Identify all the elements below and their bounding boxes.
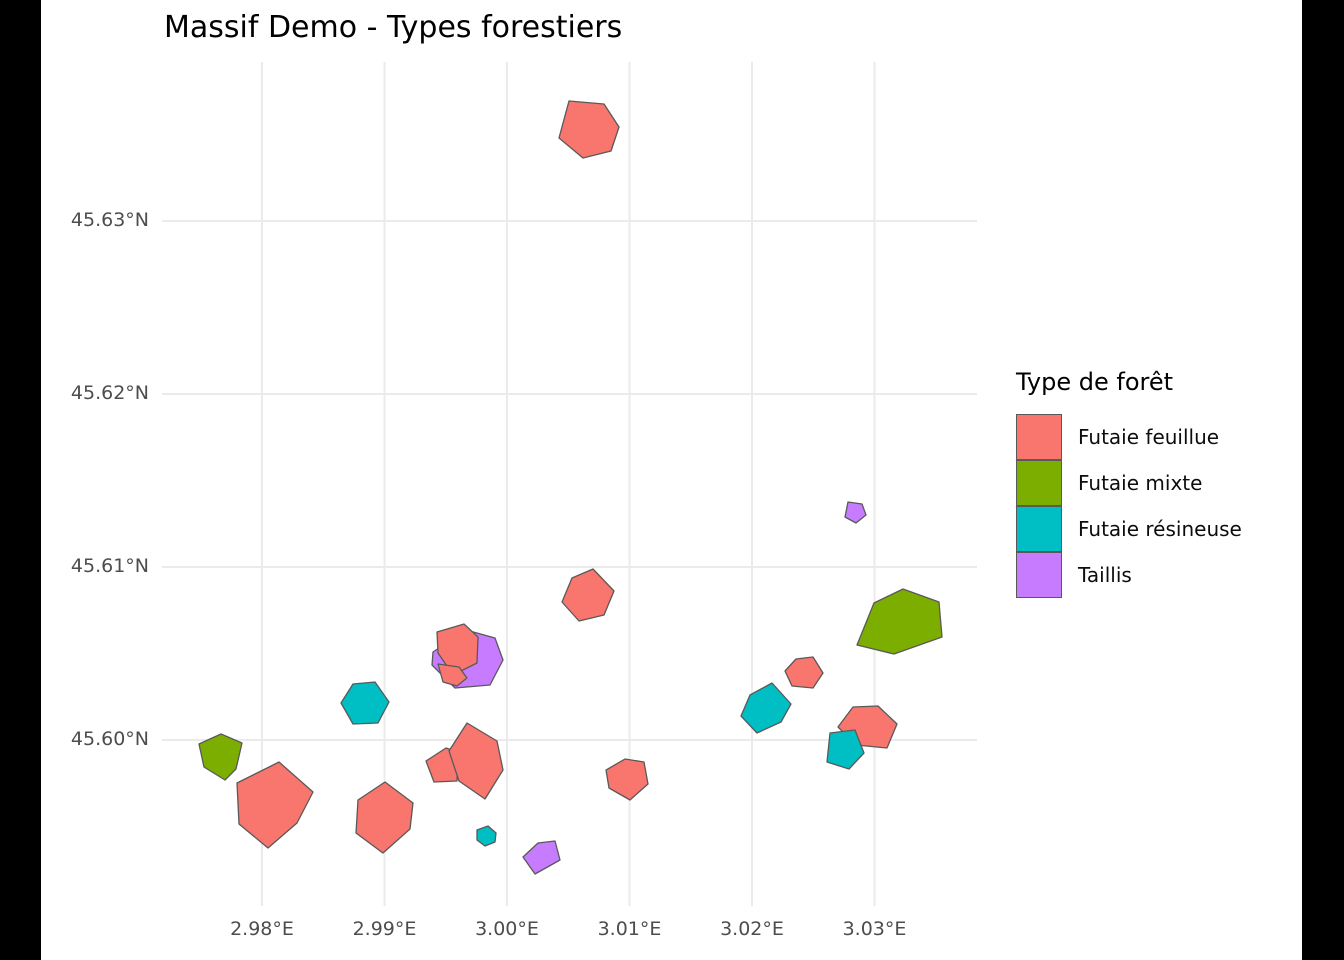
x-tick-label: 2.99°E — [352, 918, 417, 940]
forest-polygon — [436, 623, 479, 676]
legend-swatch — [1016, 551, 1062, 598]
legend-swatch — [1016, 505, 1062, 552]
x-tick-label: 3.02°E — [720, 918, 784, 940]
forest-polygon — [856, 588, 943, 655]
forest-polygon — [448, 722, 504, 800]
legend-entry: Futaie résineuse — [1016, 505, 1296, 552]
forest-polygon — [198, 733, 243, 781]
forest-polygon — [558, 100, 620, 159]
legend: Type de forêt Futaie feuillue Futaie mixt… — [1016, 368, 1296, 598]
legend-swatch — [1016, 413, 1062, 460]
forest-polygon — [605, 758, 649, 801]
plot-canvas: Massif Demo - Types forestiers 45.63°N 45… — [41, 0, 1302, 960]
y-tick-label: 45.63°N — [70, 209, 149, 231]
legend-label: Futaie feuillue — [1078, 425, 1220, 449]
forest-polygon — [355, 781, 414, 854]
legend-entries: Futaie feuillue Futaie mixte Futaie résine… — [1016, 413, 1296, 598]
forest-polygon — [236, 761, 314, 849]
legend-label: Futaie résineuse — [1078, 517, 1242, 541]
y-tick-label: 45.61°N — [70, 555, 149, 577]
y-tick-label: 45.62°N — [70, 382, 149, 404]
legend-entry: Futaie mixte — [1016, 459, 1296, 506]
legend-swatch — [1016, 459, 1062, 506]
legend-label: Taillis — [1078, 563, 1132, 587]
legend-entry: Futaie feuillue — [1016, 413, 1296, 460]
forest-polygon — [740, 682, 792, 734]
forest-polygon — [340, 681, 390, 725]
x-tick-label: 3.00°E — [475, 918, 539, 940]
map-panel — [162, 62, 977, 906]
forest-polygon — [476, 825, 497, 847]
legend-entry: Taillis — [1016, 551, 1296, 598]
x-tick-label: 2.98°E — [230, 918, 294, 940]
x-tick-label: 3.01°E — [597, 918, 662, 940]
x-tick-label: 3.03°E — [842, 918, 907, 940]
chart-title: Massif Demo - Types forestiers — [164, 10, 623, 45]
forest-polygon — [561, 568, 615, 622]
forest-polygon — [844, 501, 867, 524]
legend-title: Type de forêt — [1016, 368, 1174, 396]
y-tick-label: 45.60°N — [70, 728, 149, 750]
forest-polygon — [826, 729, 865, 770]
forest-polygon — [437, 663, 468, 687]
legend-label: Futaie mixte — [1078, 471, 1203, 495]
forest-polygon — [784, 656, 824, 689]
forest-polygon — [522, 840, 561, 875]
